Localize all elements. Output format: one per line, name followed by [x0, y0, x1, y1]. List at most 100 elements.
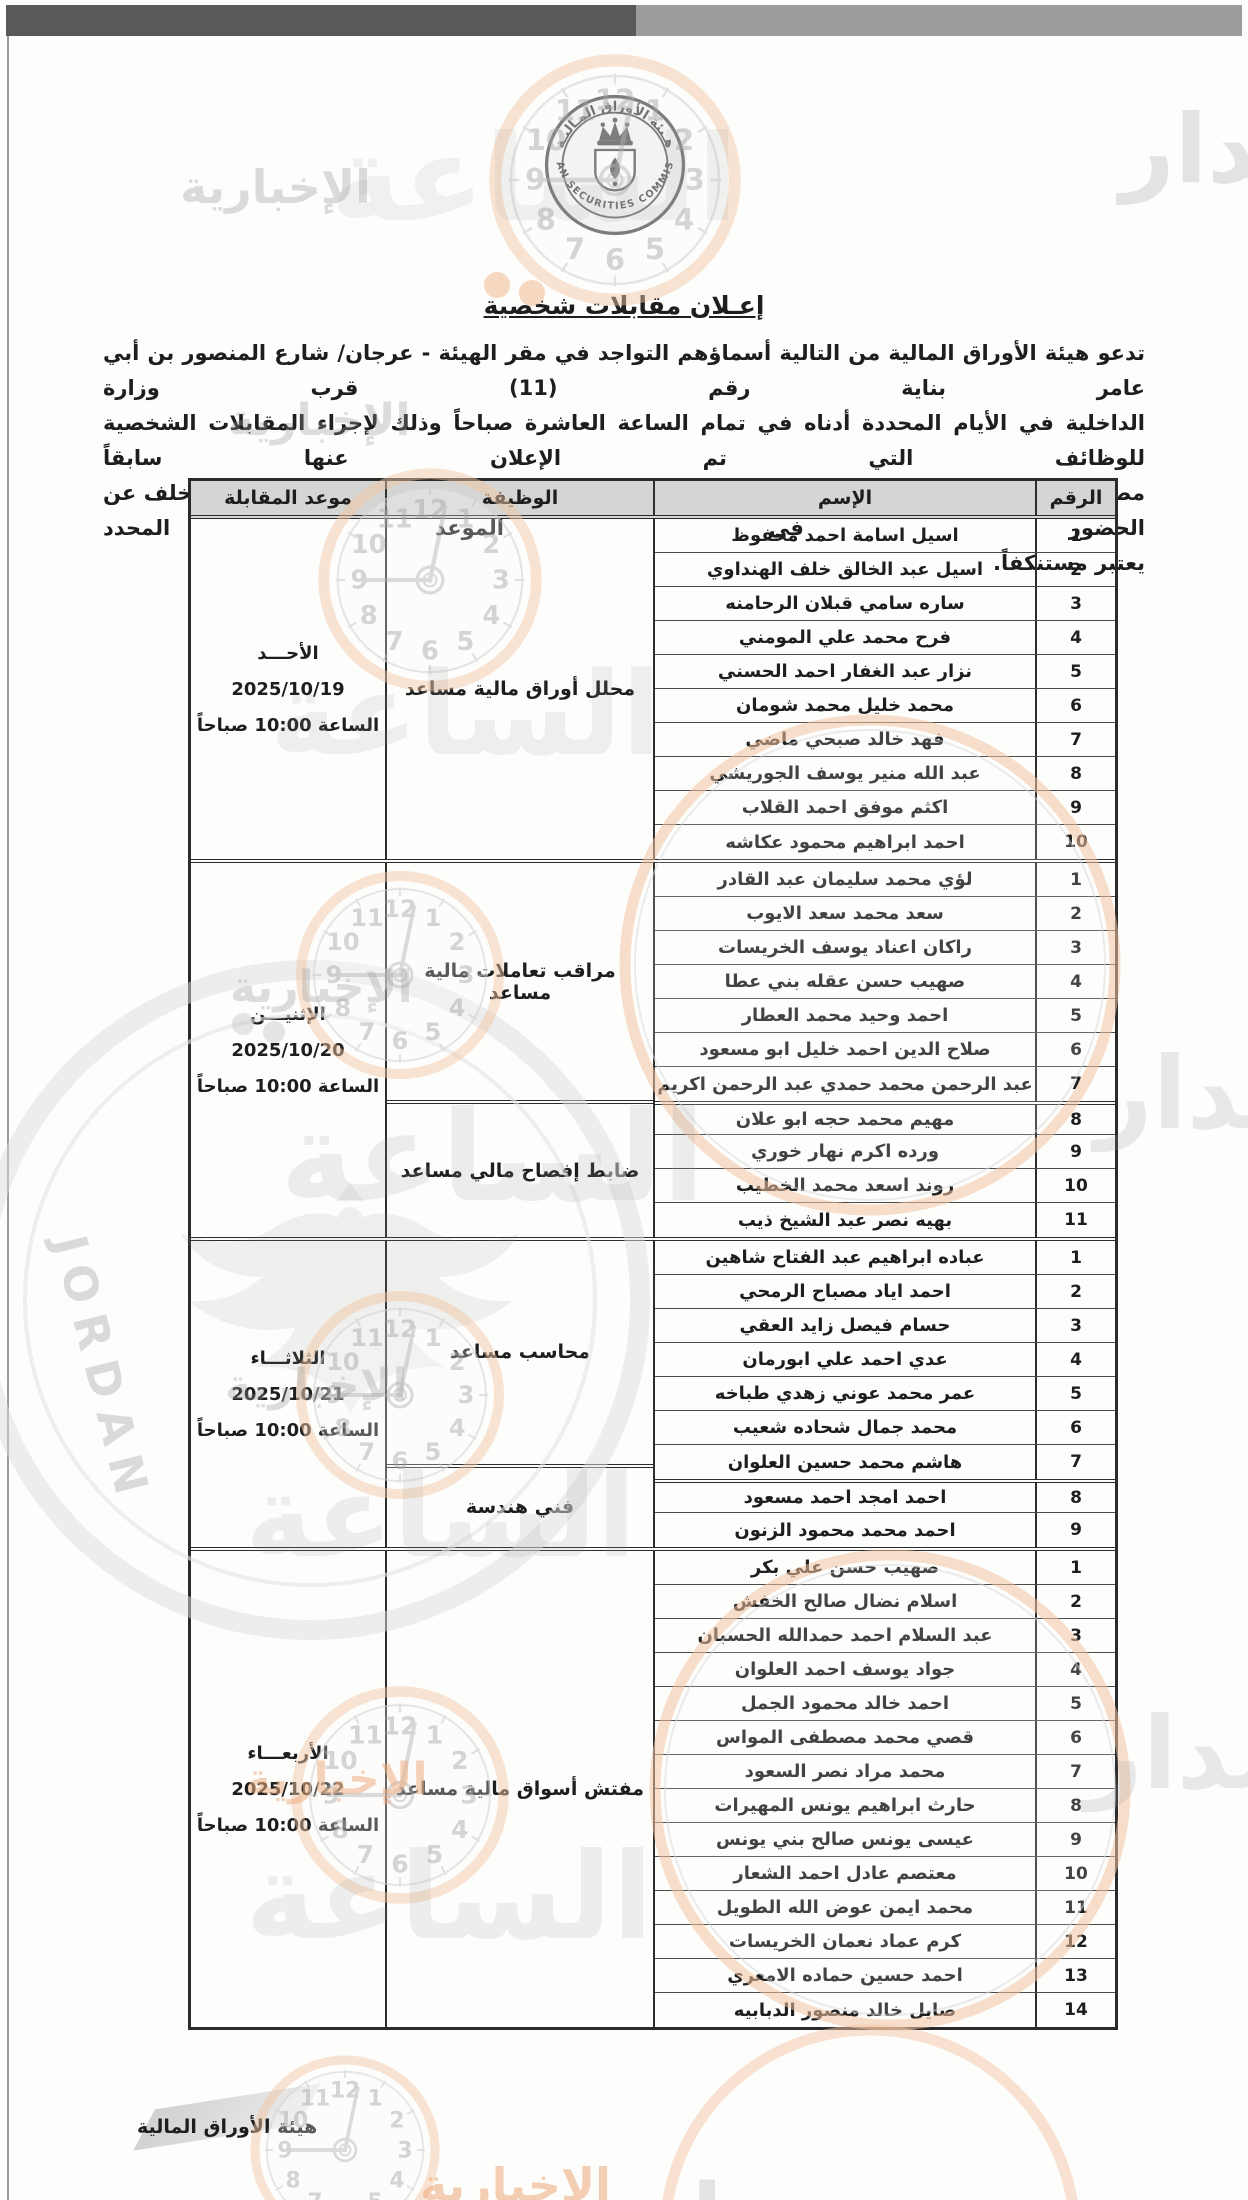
candidate-name-cell: محمد خليل محمد شومان — [736, 695, 954, 716]
candidate-name-cell: محمد ايمن عوض الله الطويل — [716, 1897, 974, 1918]
page-title: إعـلان مقابلات شخصية — [483, 291, 765, 320]
row-number-cell: 8 — [1035, 1483, 1115, 1512]
row-number-cell: 8 — [1035, 757, 1115, 790]
table-row: 5 عمر محمد عوني زهدي طباخه — [655, 1377, 1115, 1411]
row-number-cell: 3 — [1035, 1619, 1115, 1652]
table-row: 10 روند اسعد محمد الخطيب — [655, 1169, 1115, 1203]
interview-date-line: 2025/10/22 — [231, 1778, 345, 1800]
jobs-column: محاسب مساعد فني هندسة — [385, 1241, 653, 1547]
row-number-cell: 9 — [1035, 1135, 1115, 1168]
interview-date-line: 2025/10/21 — [231, 1383, 345, 1405]
interview-date-line: الساعة 10:00 صباحاً — [196, 1075, 380, 1097]
row-number-cell: 6 — [1035, 689, 1115, 722]
watermark-text-madar: مدار — [1120, 95, 1248, 205]
row-number-cell: 14 — [1035, 1993, 1115, 2027]
candidate-name-cell: معتصم عادل احمد الشعار — [733, 1863, 957, 1884]
table-row: 1 صهيب حسن علي بكر — [655, 1551, 1115, 1585]
interview-date-line: الثلاثـــاء — [250, 1347, 326, 1369]
table-row: 6 محمد خليل محمد شومان — [655, 689, 1115, 723]
row-number-cell: 6 — [1035, 1721, 1115, 1754]
table-row: 3 حسام فيصل زايد العقي — [655, 1309, 1115, 1343]
interview-date-line: الساعة 10:00 صباحاً — [196, 1419, 380, 1441]
job-title-cell: ضابط إفصاح مالي مساعد — [387, 1100, 653, 1237]
row-number-cell: 4 — [1035, 1343, 1115, 1376]
table-row: 9 ورده اكرم نهار خوري — [655, 1135, 1115, 1169]
candidate-name-cell: هاشم محمد حسين العلوان — [727, 1451, 963, 1473]
interview-day-section: 1 اسيل اسامة احمد محفوظ 2 اسيل عبد الخالق خ… — [191, 519, 1115, 859]
jobs-column: مفتش أسواق مالية مساعد — [385, 1551, 653, 2027]
names-column: 1 صهيب حسن علي بكر 2 اسلام نضال صالح الخفش 3… — [653, 1551, 1115, 2027]
candidate-name-cell: روند اسعد محمد الخطيب — [735, 1175, 955, 1196]
row-number-cell: 11 — [1035, 1203, 1115, 1237]
watermark-text-madar: مدار — [640, 2165, 830, 2200]
scan-top-bar-light-segment — [636, 5, 1242, 36]
table-row: 7 فهد خالد صبحي ماضي — [655, 723, 1115, 757]
candidate-name-cell: احمد ابراهيم محمود عكاشه — [725, 831, 965, 853]
candidate-name-cell: عمر محمد عوني زهدي طباخه — [714, 1383, 976, 1404]
row-number-cell: 10 — [1035, 825, 1115, 859]
table-row: 5 احمد وحيد محمد العطار — [655, 999, 1115, 1033]
candidate-name-cell: عبد الله منير يوسف الجوريشي — [709, 763, 981, 784]
footer-entity-name: هيئة الأوراق المالية — [137, 2116, 318, 2138]
header-name-column: الإسم — [653, 481, 1035, 515]
interview-date-line: الساعة 10:00 صباحاً — [196, 1814, 380, 1836]
table-row: 8 احمد امجد احمد مسعود — [655, 1479, 1115, 1513]
row-number-cell: 6 — [1035, 1033, 1115, 1066]
table-row: 5 احمد خالد محمود الجمل — [655, 1687, 1115, 1721]
table-row: 4 صهيب حسن عقله بني عطا — [655, 965, 1115, 999]
candidate-name-cell: صايل خالد منصور الدبابيه — [733, 1999, 957, 2021]
table-row: 2 احمد اياد مصباح الرمحي — [655, 1275, 1115, 1309]
row-number-cell: 5 — [1035, 1687, 1115, 1720]
table-header-row: الرقم الإسم الوظيفة موعد المقابلة — [191, 481, 1115, 519]
table-row: 6 محمد جمال شحاده شعيب — [655, 1411, 1115, 1445]
table-row: 11 محمد ايمن عوض الله الطويل — [655, 1891, 1115, 1925]
table-row: 6 صلاح الدين احمد خليل ابو مسعود — [655, 1033, 1115, 1067]
candidate-name-cell: حارث ابراهيم يونس المهيرات — [714, 1795, 976, 1816]
table-row: 9 اكثم موفق احمد القلاب — [655, 791, 1115, 825]
candidate-name-cell: سعد محمد سعد الايوب — [746, 903, 944, 924]
row-number-cell: 3 — [1035, 931, 1115, 964]
interview-day-section: 1 صهيب حسن علي بكر 2 اسلام نضال صالح الخفش 3… — [191, 1547, 1115, 2027]
row-number-cell: 12 — [1035, 1925, 1115, 1958]
row-number-cell: 9 — [1035, 791, 1115, 824]
table-row: 1 عباده ابراهيم عبد الفتاح شاهين — [655, 1241, 1115, 1275]
job-title-cell: مفتش أسواق مالية مساعد — [396, 1778, 645, 1800]
interview-date-line: الأربعـــاء — [247, 1742, 329, 1764]
watermark-big-ring-3 — [662, 2024, 1078, 2200]
row-number-cell: 8 — [1035, 1105, 1115, 1134]
table-row: 4 فرح محمد علي المومني — [655, 621, 1115, 655]
row-number-cell: 1 — [1035, 863, 1115, 896]
candidate-name-cell: اكثم موفق احمد القلاب — [741, 797, 949, 818]
candidate-name-cell: عباده ابراهيم عبد الفتاح شاهين — [705, 1247, 985, 1268]
interview-date-line: الأحـــد — [257, 642, 319, 664]
candidate-name-cell: احمد امجد احمد مسعود — [743, 1487, 947, 1508]
row-number-cell: 2 — [1035, 1275, 1115, 1308]
table-row: 2 سعد محمد سعد الايوب — [655, 897, 1115, 931]
interview-date-line: 2025/10/20 — [231, 1039, 345, 1061]
table-row: 3 راكان اعناد يوسف الخريسات — [655, 931, 1115, 965]
candidate-name-cell: احمد محمد محمود الزنون — [734, 1519, 956, 1541]
row-number-cell: 4 — [1035, 1653, 1115, 1686]
table-row: 3 عبد السلام احمد حمدالله الحسبان — [655, 1619, 1115, 1653]
scan-top-bar-dark-segment — [6, 5, 636, 36]
interview-day-section: 1 لؤي محمد سليمان عبد القادر 2 سعد محمد سعد… — [191, 859, 1115, 1237]
candidate-name-cell: جواد يوسف احمد العلوان — [734, 1659, 956, 1680]
row-number-cell: 4 — [1035, 965, 1115, 998]
candidate-name-cell: فهد خالد صبحي ماضي — [745, 729, 945, 750]
row-number-cell: 5 — [1035, 1377, 1115, 1410]
candidate-name-cell: حسام فيصل زايد العقي — [739, 1315, 951, 1336]
candidate-name-cell: راكان اعناد يوسف الخريسات — [718, 937, 972, 958]
candidate-name-cell: عبد السلام احمد حمدالله الحسبان — [697, 1625, 993, 1646]
interview-date-cell: الثلاثـــاء 2025/10/21 الساعة 10:00 صباحاً — [191, 1241, 385, 1547]
table-row: 3 ساره سامي قبلان الرحامنه — [655, 587, 1115, 621]
names-column: 1 اسيل اسامة احمد محفوظ 2 اسيل عبد الخالق خ… — [653, 519, 1115, 859]
header-number-column: الرقم — [1035, 481, 1115, 515]
candidate-name-cell: عبد الرحمن محمد حمدي عبد الرحمن اكريم — [657, 1073, 1033, 1095]
table-row: 7 عبد الرحمن محمد حمدي عبد الرحمن اكريم — [655, 1067, 1115, 1101]
table-row: 2 اسلام نضال صالح الخفش — [655, 1585, 1115, 1619]
scan-top-bar — [6, 5, 1242, 36]
candidate-name-cell: بهيه نصر عبد الشيخ ذيب — [737, 1209, 953, 1231]
table-row: 1 اسيل اسامة احمد محفوظ — [655, 519, 1115, 553]
row-number-cell: 10 — [1035, 1857, 1115, 1890]
table-row: 8 حارث ابراهيم يونس المهيرات — [655, 1789, 1115, 1823]
